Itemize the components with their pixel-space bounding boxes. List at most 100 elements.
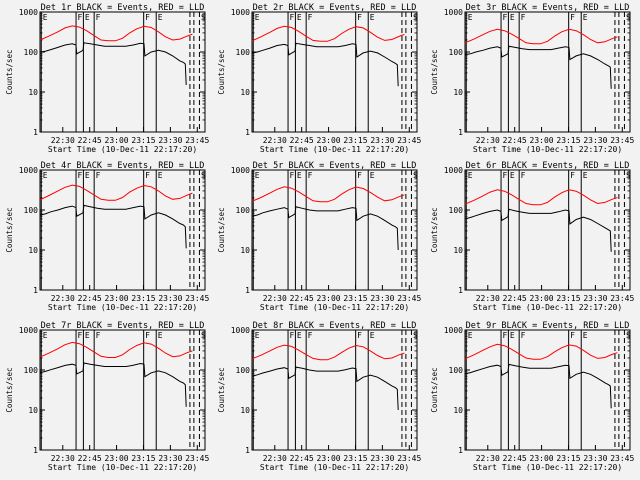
chart-panel: Det 1r BLACK = Events, RED = LLD 1 10 100 10…: [5, 3, 210, 154]
x-tick-label: 23:45: [185, 294, 209, 303]
event-marker-label: F: [570, 331, 575, 340]
y-tick-label: 10: [28, 406, 38, 415]
series-line-events: [251, 42, 399, 87]
event-marker-label: F: [78, 171, 83, 180]
x-tick-label: 22:30: [476, 294, 500, 303]
x-tick-label: 23:15: [556, 136, 580, 145]
event-marker-label: F: [503, 331, 508, 340]
y-tick-label: 100: [449, 206, 464, 215]
x-tick-label: 23:15: [131, 294, 155, 303]
event-marker-label: E: [297, 171, 302, 180]
y-tick-label: 1000: [444, 166, 463, 175]
chart-panel: Det 5r BLACK = Events, RED = LLD 1 10 100 10…: [217, 161, 422, 312]
plot-frame: [251, 329, 418, 451]
x-tick-label: 23:45: [397, 454, 421, 463]
y-tick-label: 10: [240, 88, 250, 97]
y-tick-label: 1000: [231, 326, 250, 335]
event-marker-label: E: [85, 13, 90, 22]
y-tick-label: 1: [245, 128, 250, 137]
event-marker-label: E: [43, 331, 48, 340]
y-tick-label: 1: [458, 128, 463, 137]
x-tick-label: 23:30: [158, 136, 182, 145]
x-tick-label: 23:45: [397, 136, 421, 145]
x-axis-label: Start Time (10-Dec-11 22:17:20): [260, 303, 409, 312]
series-line-events: [464, 363, 612, 409]
x-tick-label: 23:30: [158, 454, 182, 463]
event-marker-label: E: [85, 171, 90, 180]
x-tick-label: 23:00: [317, 454, 341, 463]
event-marker-label: F: [290, 171, 295, 180]
event-marker-label: E: [158, 13, 163, 22]
y-tick-label: 10: [240, 246, 250, 255]
x-tick-label: 22:30: [51, 136, 75, 145]
x-tick-label: 23:30: [158, 294, 182, 303]
x-tick-label: 23:45: [610, 294, 634, 303]
y-tick-label: 1000: [231, 166, 250, 175]
series-line-lld: [464, 343, 618, 360]
event-marker-label: E: [583, 171, 588, 180]
plot-frame: [251, 11, 418, 133]
y-tick-label: 100: [24, 366, 39, 375]
y-axis-label: Counts/sec: [217, 367, 226, 412]
event-marker-label: S: [413, 331, 418, 340]
x-tick-label: 23:45: [185, 454, 209, 463]
y-tick-label: 1000: [444, 326, 463, 335]
y-axis-label: Counts/sec: [217, 207, 226, 252]
x-tick-label: 22:30: [263, 136, 287, 145]
event-marker-label: S: [201, 13, 206, 22]
y-axis-label: Counts/sec: [217, 49, 226, 94]
chart-panel: Det 3r BLACK = Events, RED = LLD 1 10 100 10…: [430, 3, 635, 154]
y-axis-label: Counts/sec: [5, 207, 14, 252]
event-marker-label: E: [43, 13, 48, 22]
x-tick-label: 22:30: [51, 454, 75, 463]
x-tick-label: 23:30: [583, 454, 607, 463]
event-marker-label: F: [145, 13, 150, 22]
y-tick-label: 100: [24, 48, 39, 57]
x-tick-label: 22:30: [476, 136, 500, 145]
event-marker-label: F: [96, 171, 101, 180]
chart-panel: Det 6r BLACK = Events, RED = LLD 1 10 100 10…: [430, 161, 635, 312]
event-marker-label: E: [510, 171, 515, 180]
event-marker-label: E: [510, 331, 515, 340]
series-line-lld: [464, 28, 618, 45]
series-line-events: [464, 45, 612, 89]
chart-title: Det 3r BLACK = Events, RED = LLD: [466, 3, 630, 13]
y-tick-label: 10: [453, 406, 463, 415]
y-tick-label: 1: [33, 446, 38, 455]
y-tick-label: 10: [453, 88, 463, 97]
series-line-lld: [251, 186, 405, 203]
event-marker-label: E: [255, 331, 260, 340]
x-tick-label: 23:15: [131, 136, 155, 145]
event-marker-label: F: [503, 171, 508, 180]
event-marker-label: S: [413, 13, 418, 22]
event-marker-label: F: [357, 331, 362, 340]
event-marker-label: E: [370, 331, 375, 340]
y-tick-label: 1000: [444, 8, 463, 17]
x-tick-label: 23:00: [105, 136, 129, 145]
event-marker-label: E: [297, 13, 302, 22]
event-marker-label: S: [626, 171, 631, 180]
event-marker-label: E: [468, 171, 473, 180]
plot-frame: [39, 11, 206, 133]
y-tick-label: 100: [236, 206, 251, 215]
x-tick-label: 23:30: [583, 136, 607, 145]
x-axis-label: Start Time (10-Dec-11 22:17:20): [473, 463, 622, 472]
y-tick-label: 1: [33, 286, 38, 295]
x-tick-label: 23:30: [370, 294, 394, 303]
series-line-lld: [39, 184, 193, 201]
y-tick-label: 100: [24, 206, 39, 215]
x-tick-label: 22:45: [503, 454, 527, 463]
x-axis-label: Start Time (10-Dec-11 22:17:20): [260, 463, 409, 472]
series-line-events: [464, 208, 612, 252]
y-tick-label: 10: [28, 88, 38, 97]
x-tick-label: 22:45: [290, 294, 314, 303]
plot-frame: [39, 169, 206, 291]
x-tick-label: 23:00: [530, 294, 554, 303]
event-marker-label: F: [357, 13, 362, 22]
event-marker-label: E: [583, 331, 588, 340]
x-tick-label: 23:45: [185, 136, 209, 145]
x-axis-label: Start Time (10-Dec-11 22:17:20): [473, 145, 622, 154]
event-marker-label: E: [468, 13, 473, 22]
event-marker-label: F: [521, 331, 526, 340]
